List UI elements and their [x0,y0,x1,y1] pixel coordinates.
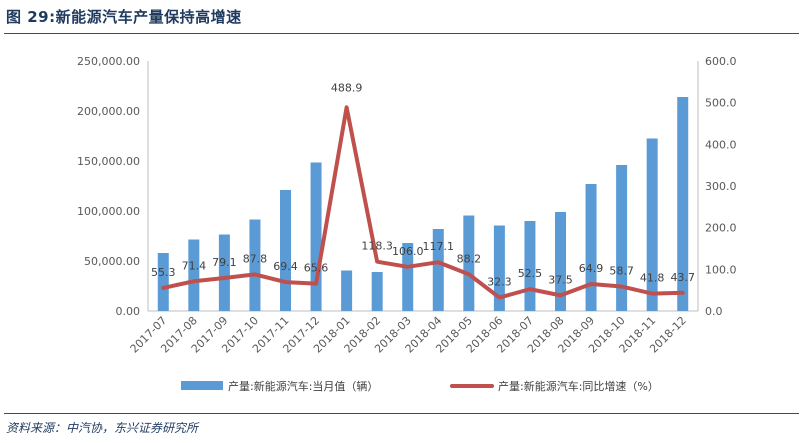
bar [188,239,200,311]
bar [157,253,169,311]
data-label: 488.9 [331,81,363,94]
data-label: 55.3 [151,266,176,279]
bar [371,272,383,311]
bar [249,219,261,311]
left-tick-label: 250,000.00 [77,55,140,68]
data-label: 106.0 [392,245,424,258]
right-tick-label: 500.0 [705,97,737,110]
data-label: 65.6 [304,262,329,275]
bar [310,162,322,311]
data-label: 52.5 [518,267,543,280]
legend-bar-swatch [181,381,223,390]
data-label: 87.8 [243,252,268,265]
bar [524,221,536,311]
figure-title: 图 29:新能源汽车产量保持高增速 [6,8,242,26]
bar [280,190,291,311]
bar [677,97,689,311]
data-label: 58.7 [609,265,634,278]
left-tick-label: 50,000.00 [84,255,140,268]
right-tick-label: 100.0 [705,263,737,276]
right-tick-label: 600.0 [705,55,737,68]
bar [616,165,628,311]
left-tick-label: 0.00 [116,305,141,318]
left-tick-label: 100,000.00 [77,205,140,218]
growth-line [161,105,685,300]
bar [585,184,597,311]
right-tick-label: 300.0 [705,180,737,193]
bar [432,229,444,311]
data-label: 88.2 [457,252,482,265]
bar [463,215,475,311]
bar [341,270,353,311]
data-label: 71.4 [182,259,207,272]
data-label: 69.4 [273,260,298,273]
data-label: 117.1 [423,240,455,253]
bar [218,234,230,311]
right-tick-label: 400.0 [705,138,737,151]
source-rule [4,413,799,414]
bar [646,138,658,311]
bar [555,212,566,311]
title-rule [4,33,799,34]
chart: 0.00 50,000.00 100,000.00 150,000.00 200,000… [77,55,737,393]
left-tick-label: 150,000.00 [77,155,140,168]
right-tick-label: 0.0 [705,305,723,318]
data-label: 79.1 [212,256,237,269]
left-tick-label: 200,000.00 [77,105,140,118]
legend-bar-label: 产量:新能源汽车:当月值（辆） [228,379,378,393]
bar [493,225,505,311]
legend-line-label: 产量:新能源汽车:同比增速（%） [498,379,659,393]
data-label: 32.3 [487,276,512,289]
bar [402,243,414,311]
data-label: 37.5 [548,273,573,286]
data-label: 118.3 [361,240,393,253]
right-tick-label: 200.0 [705,222,737,235]
source-note: 资料来源：中汽协，东兴证券研究所 [6,421,199,435]
data-label: 41.8 [640,272,665,285]
data-label: 43.7 [670,271,695,284]
data-label: 64.9 [579,262,604,275]
